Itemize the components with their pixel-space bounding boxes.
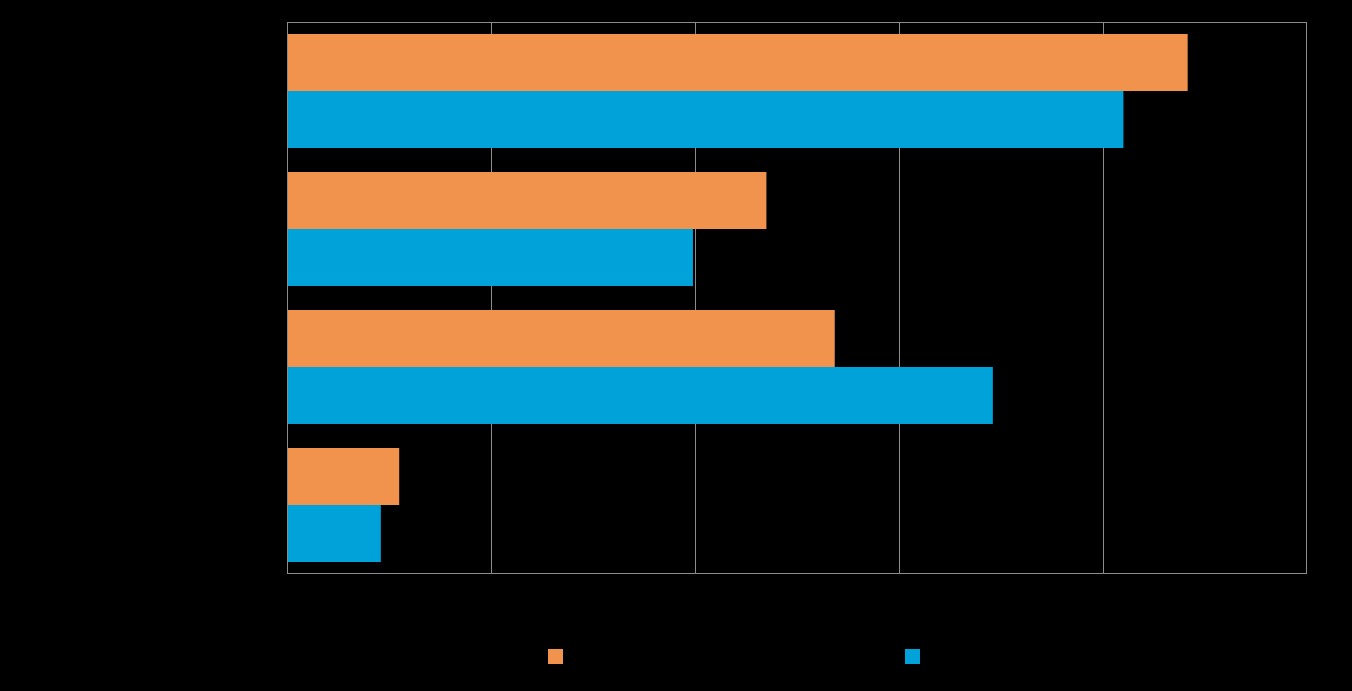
legend-swatch-series1 [548, 649, 563, 664]
bar-cat2-series1 [287, 172, 767, 229]
bar-cat4-series1 [287, 448, 400, 505]
plot-frame [287, 22, 1307, 574]
bar-cat1-series1 [287, 34, 1188, 91]
bar-cat3-series1 [287, 310, 835, 367]
bar-cat2-series2 [287, 229, 693, 286]
bar-cat1-series2 [287, 91, 1124, 148]
bar-cat3-series2 [287, 367, 993, 424]
bar-cat4-series2 [287, 505, 381, 562]
legend-swatch-series2 [905, 649, 920, 664]
